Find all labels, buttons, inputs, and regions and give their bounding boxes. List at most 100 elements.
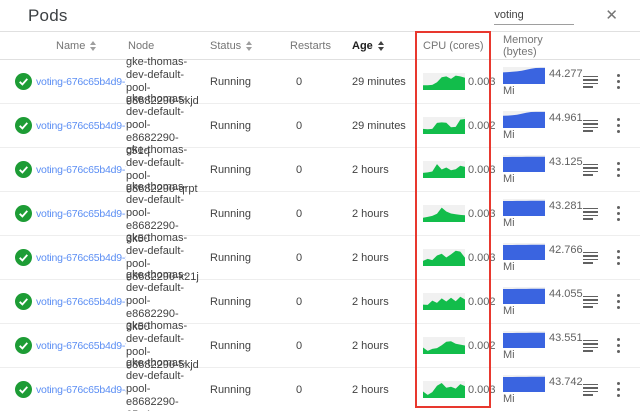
column-header-status[interactable]: Status <box>208 40 288 52</box>
node-cell: gke-thomas-dev-default-pool-e8682290-k21… <box>126 231 199 283</box>
logs-icon[interactable] <box>583 383 598 396</box>
memory-value: 43.742 <box>549 375 583 388</box>
column-header-restarts: Restarts <box>290 39 331 52</box>
memory-value: 42.766 <box>549 243 583 256</box>
age-cell: 2 hours <box>352 383 389 396</box>
cpu-value: 0.002 <box>468 295 496 308</box>
cpu-usage-cell: 0.002 <box>418 337 500 354</box>
more-menu-icon[interactable] <box>617 117 620 135</box>
memory-usage-cell: 43.281 Mi <box>500 198 583 229</box>
close-icon[interactable]: ✕ <box>605 7 618 24</box>
memory-unit: Mi <box>503 304 515 317</box>
pod-name-link[interactable]: voting-676c65b4d9-tj6 <box>36 295 126 308</box>
more-menu-icon[interactable] <box>617 73 620 91</box>
memory-usage-cell: 43.125 Mi <box>500 154 583 185</box>
more-menu-icon[interactable] <box>617 205 620 223</box>
age-cell: 2 hours <box>352 251 389 264</box>
cpu-sparkline <box>423 73 465 90</box>
sort-icon <box>90 40 97 51</box>
search-input[interactable] <box>494 6 575 25</box>
cpu-usage-cell: 0.003 <box>418 73 500 90</box>
memory-value: 43.281 <box>549 199 583 212</box>
status-cell: Running <box>210 207 251 220</box>
logs-icon[interactable] <box>583 207 598 220</box>
status-cell: Running <box>210 295 251 308</box>
memory-sparkline <box>503 330 545 348</box>
more-menu-icon[interactable] <box>617 293 620 311</box>
logs-icon[interactable] <box>583 295 598 308</box>
pod-name-link[interactable]: voting-676c65b4d9-srl <box>36 251 126 264</box>
status-ok-icon <box>15 249 36 266</box>
logs-icon[interactable] <box>583 119 598 132</box>
memory-unit: Mi <box>503 128 515 141</box>
more-menu-icon[interactable] <box>617 161 620 179</box>
cpu-value: 0.003 <box>468 207 496 220</box>
memory-sparkline <box>503 286 545 304</box>
pod-name-link[interactable]: voting-676c65b4d9-nv <box>36 207 126 220</box>
table-row: voting-676c65b4d9-tpr gke-thomas-dev-def… <box>0 93 640 157</box>
pod-name-link[interactable]: voting-676c65b4d9-xs <box>36 75 126 88</box>
logs-icon[interactable] <box>583 339 598 352</box>
restarts-cell: 0 <box>296 383 303 396</box>
column-header-node: Node <box>128 39 155 52</box>
memory-usage-cell: 44.055 Mi <box>500 286 583 317</box>
memory-usage-cell: 44.277 Mi <box>500 66 583 97</box>
memory-unit: Mi <box>503 216 515 229</box>
pod-name-link[interactable]: voting-676c65b4d9-tpr <box>36 119 126 132</box>
restarts-cell: 0 <box>296 207 303 220</box>
memory-usage-cell: 44.961 Mi <box>500 110 583 141</box>
restarts-cell: 0 <box>296 119 303 132</box>
age-cell: 29 minutes <box>352 75 406 88</box>
cpu-sparkline <box>423 337 465 354</box>
status-ok-icon <box>15 73 36 90</box>
logs-icon[interactable] <box>583 251 598 264</box>
node-cell: gke-thomas-dev-default-pool-e8682290-65q… <box>126 357 188 411</box>
sort-icon <box>246 40 253 51</box>
pod-name-link[interactable]: voting-676c65b4d9-tpj <box>36 339 126 352</box>
status-ok-icon <box>15 205 36 222</box>
node-cell: gke-thomas-dev-default-pool-e8682290-5kj… <box>126 319 199 371</box>
restarts-cell: 0 <box>296 75 303 88</box>
table-header-row: Name Node Status Restarts Age CPU (cores… <box>0 32 640 60</box>
logs-icon[interactable] <box>583 75 598 88</box>
node-cell: gke-thomas-dev-default-pool-e8682290-c51… <box>126 93 188 157</box>
table-row: voting-676c65b4d9-8f8 gke-thomas-dev-def… <box>0 357 640 411</box>
memory-usage-cell: 43.742 Mi <box>500 374 583 405</box>
cpu-sparkline <box>423 293 465 310</box>
table-row: voting-676c65b4d9-xs gke-thomas-dev-defa… <box>0 56 640 107</box>
panel-header: Pods ✕ <box>0 0 640 32</box>
memory-usage-cell: 43.551 Mi <box>500 330 583 361</box>
restarts-cell: 0 <box>296 295 303 308</box>
cpu-usage-cell: 0.003 <box>418 161 500 178</box>
memory-unit: Mi <box>503 348 515 361</box>
table-row: voting-676c65b4d9-tpj gke-thomas-dev-def… <box>0 320 640 371</box>
node-cell: gke-thomas-dev-default-pool-e8682290-5kj… <box>126 55 199 107</box>
memory-sparkline <box>503 374 545 392</box>
pod-name-link[interactable]: voting-676c65b4d9-72 <box>36 163 126 176</box>
restarts-cell: 0 <box>296 251 303 264</box>
cpu-usage-cell: 0.003 <box>418 381 500 398</box>
table-row: voting-676c65b4d9-nv gke-thomas-dev-defa… <box>0 181 640 245</box>
memory-value: 43.125 <box>549 155 583 168</box>
cpu-usage-cell: 0.003 <box>418 205 500 222</box>
memory-unit: Mi <box>503 84 515 97</box>
cpu-sparkline <box>423 381 465 398</box>
memory-value: 43.551 <box>549 331 583 344</box>
column-header-age[interactable]: Age <box>350 40 418 52</box>
column-header-name[interactable]: Name <box>15 40 126 52</box>
cpu-value: 0.003 <box>468 251 496 264</box>
memory-usage-cell: 42.766 Mi <box>500 242 583 273</box>
more-menu-icon[interactable] <box>617 381 620 399</box>
more-menu-icon[interactable] <box>617 249 620 267</box>
more-menu-icon[interactable] <box>617 337 620 355</box>
memory-value: 44.055 <box>549 287 583 300</box>
pod-name-link[interactable]: voting-676c65b4d9-8f8 <box>36 383 126 396</box>
cpu-value: 0.002 <box>468 119 496 132</box>
restarts-cell: 0 <box>296 339 303 352</box>
memory-unit: Mi <box>503 392 515 405</box>
node-cell: gke-thomas-dev-default-pool-e8682290-3k5… <box>126 269 188 333</box>
memory-unit: Mi <box>503 260 515 273</box>
column-header-memory: Memory (bytes) <box>503 33 543 58</box>
table-body: voting-676c65b4d9-xs gke-thomas-dev-defa… <box>0 56 640 411</box>
logs-icon[interactable] <box>583 163 598 176</box>
